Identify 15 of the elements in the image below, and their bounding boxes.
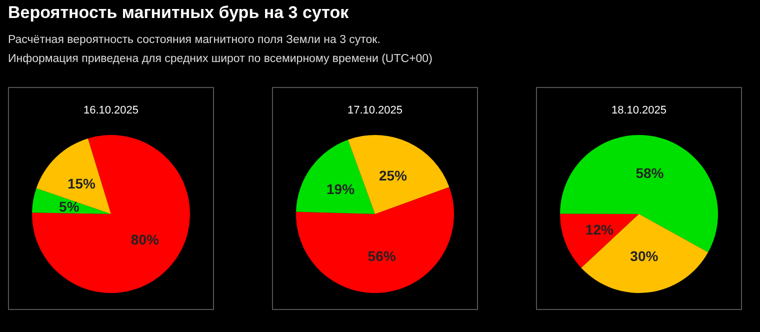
data-label: 30%: [630, 248, 659, 264]
data-label: 58%: [636, 164, 664, 181]
data-label: 12%: [585, 222, 614, 238]
chart-title: 17.10.2025: [347, 104, 403, 116]
data-label: 56%: [368, 248, 396, 264]
data-label: 5%: [59, 198, 80, 215]
data-label: 80%: [130, 232, 160, 248]
chart-title: 16.10.2025: [83, 104, 139, 116]
text: Информация приведена для средних широт по всемирному времени (UTC+00): [8, 53, 432, 65]
data-label: 15%: [67, 175, 96, 192]
text: Вероятность магнитных бурь на 3 суток: [8, 3, 349, 23]
text: Расчётная вероятность состояния магнитного поля Земли на 3 суток.: [8, 34, 380, 46]
data-label: 25%: [378, 167, 408, 184]
data-label: 19%: [326, 181, 356, 198]
chart-title: 18.10.2025: [611, 104, 667, 116]
